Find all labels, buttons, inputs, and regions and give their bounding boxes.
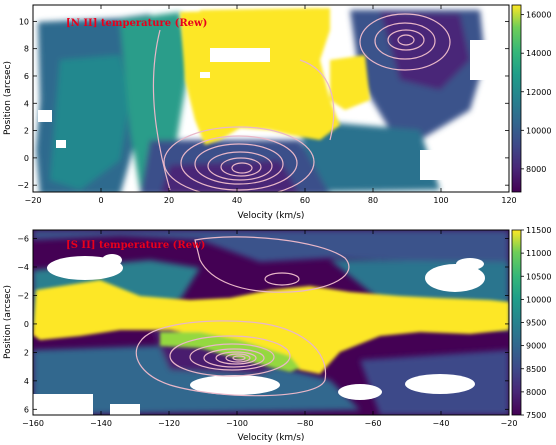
colorbar-tick-label: 9000 xyxy=(526,342,546,351)
colorbar-tick-label: 10500 xyxy=(526,272,551,281)
x-tick-label: −60 xyxy=(365,419,382,428)
colorbar-tick-label: 10000 xyxy=(526,295,551,304)
colorbar-tick-label: 8000 xyxy=(526,165,546,174)
x-tick-label: 0 xyxy=(98,196,103,205)
colorbar-tick-label: 11000 xyxy=(526,249,551,258)
ylabel-nii: Position (arcsec) xyxy=(3,61,13,135)
y-tick-label: −6 xyxy=(17,235,29,244)
x-tick-label: 40 xyxy=(232,196,242,205)
y-tick-label: 10 xyxy=(19,17,29,26)
x-tick-label: −120 xyxy=(158,419,180,428)
x-tick-label: −20 xyxy=(25,196,42,205)
y-tick-label: −4 xyxy=(17,263,29,272)
x-tick-label: −80 xyxy=(297,419,314,428)
x-tick-label: 20 xyxy=(164,196,174,205)
yticks-sii: −6 −4 −2 0 2 4 6 xyxy=(17,235,509,414)
colorbar-tick-label: 12000 xyxy=(526,88,551,97)
colorbar-nii xyxy=(511,4,522,193)
y-tick-label: 6 xyxy=(24,405,29,414)
colorbar-tick-label: 10000 xyxy=(526,126,551,135)
panel-sii: −160 −140 −120 −100 −80 −60 −40 −20 −6−4−20246 … xyxy=(3,226,551,443)
xticks-sii: −160 −140 −120 −100 −80 −60 −40 −20 xyxy=(22,230,517,428)
x-tick-label: 100 xyxy=(433,196,448,205)
y-tick-label: 0 xyxy=(24,320,29,329)
heatmap-nii xyxy=(33,5,509,192)
x-tick-label: −40 xyxy=(433,419,450,428)
contours-sii xyxy=(135,236,350,397)
y-tick-label: 4 xyxy=(24,377,29,386)
x-tick-label: −20 xyxy=(501,419,518,428)
xlabel-sii: Velocity (km/s) xyxy=(238,433,305,443)
x-tick-label: 120 xyxy=(501,196,516,205)
y-tick-label: −2 xyxy=(17,181,29,190)
y-tick-label: 4 xyxy=(24,99,29,108)
heatmap-sii xyxy=(33,230,509,415)
y-tick-label: 2 xyxy=(24,348,29,357)
annotation-sii: [S II] temperature (Rew) xyxy=(66,240,205,251)
colorbar-tick-label: 7500 xyxy=(526,411,546,420)
y-tick-label: −2 xyxy=(17,291,29,300)
yticks-nii: −2 0 2 4 6 8 10 xyxy=(17,17,509,190)
colorbar-ticks-nii: 8000 10000 12000 14000 16000 xyxy=(521,11,551,174)
colorbar-tick-label: 9500 xyxy=(526,319,546,328)
y-tick-label: 0 xyxy=(24,154,29,163)
x-tick-label: 60 xyxy=(300,196,310,205)
y-tick-label: 2 xyxy=(24,127,29,136)
colorbar-sii xyxy=(511,229,522,416)
y-tick-label: 6 xyxy=(24,72,29,81)
annotation-nii: [N II] temperature (Rew) xyxy=(66,18,207,29)
colorbar-tick-label: 8500 xyxy=(526,365,546,374)
contours-nii xyxy=(152,13,451,192)
colorbar-tick-label: 14000 xyxy=(526,49,551,58)
colorbar-ticks-sii: 7500 8000 8500 9000 9500 10000 10500 11000 11500 xyxy=(521,226,551,420)
x-tick-label: −100 xyxy=(226,419,248,428)
plot-frame xyxy=(32,229,510,416)
colorbar-tick-label: 8000 xyxy=(526,388,546,397)
plot-frame xyxy=(32,4,510,193)
xticks-nii: −20 0 20 40 60 80 100 120 xyxy=(25,5,517,205)
x-tick-label: −160 xyxy=(22,419,44,428)
x-tick-label: −140 xyxy=(90,419,112,428)
colorbar-tick-label: 11500 xyxy=(526,226,551,235)
y-tick-label: 8 xyxy=(24,45,29,54)
xlabel-nii: Velocity (km/s) xyxy=(238,211,305,221)
colorbar-tick-label: 16000 xyxy=(526,11,551,20)
x-tick-label: 80 xyxy=(368,196,378,205)
ylabel-sii: Position (arcsec) xyxy=(3,285,13,359)
